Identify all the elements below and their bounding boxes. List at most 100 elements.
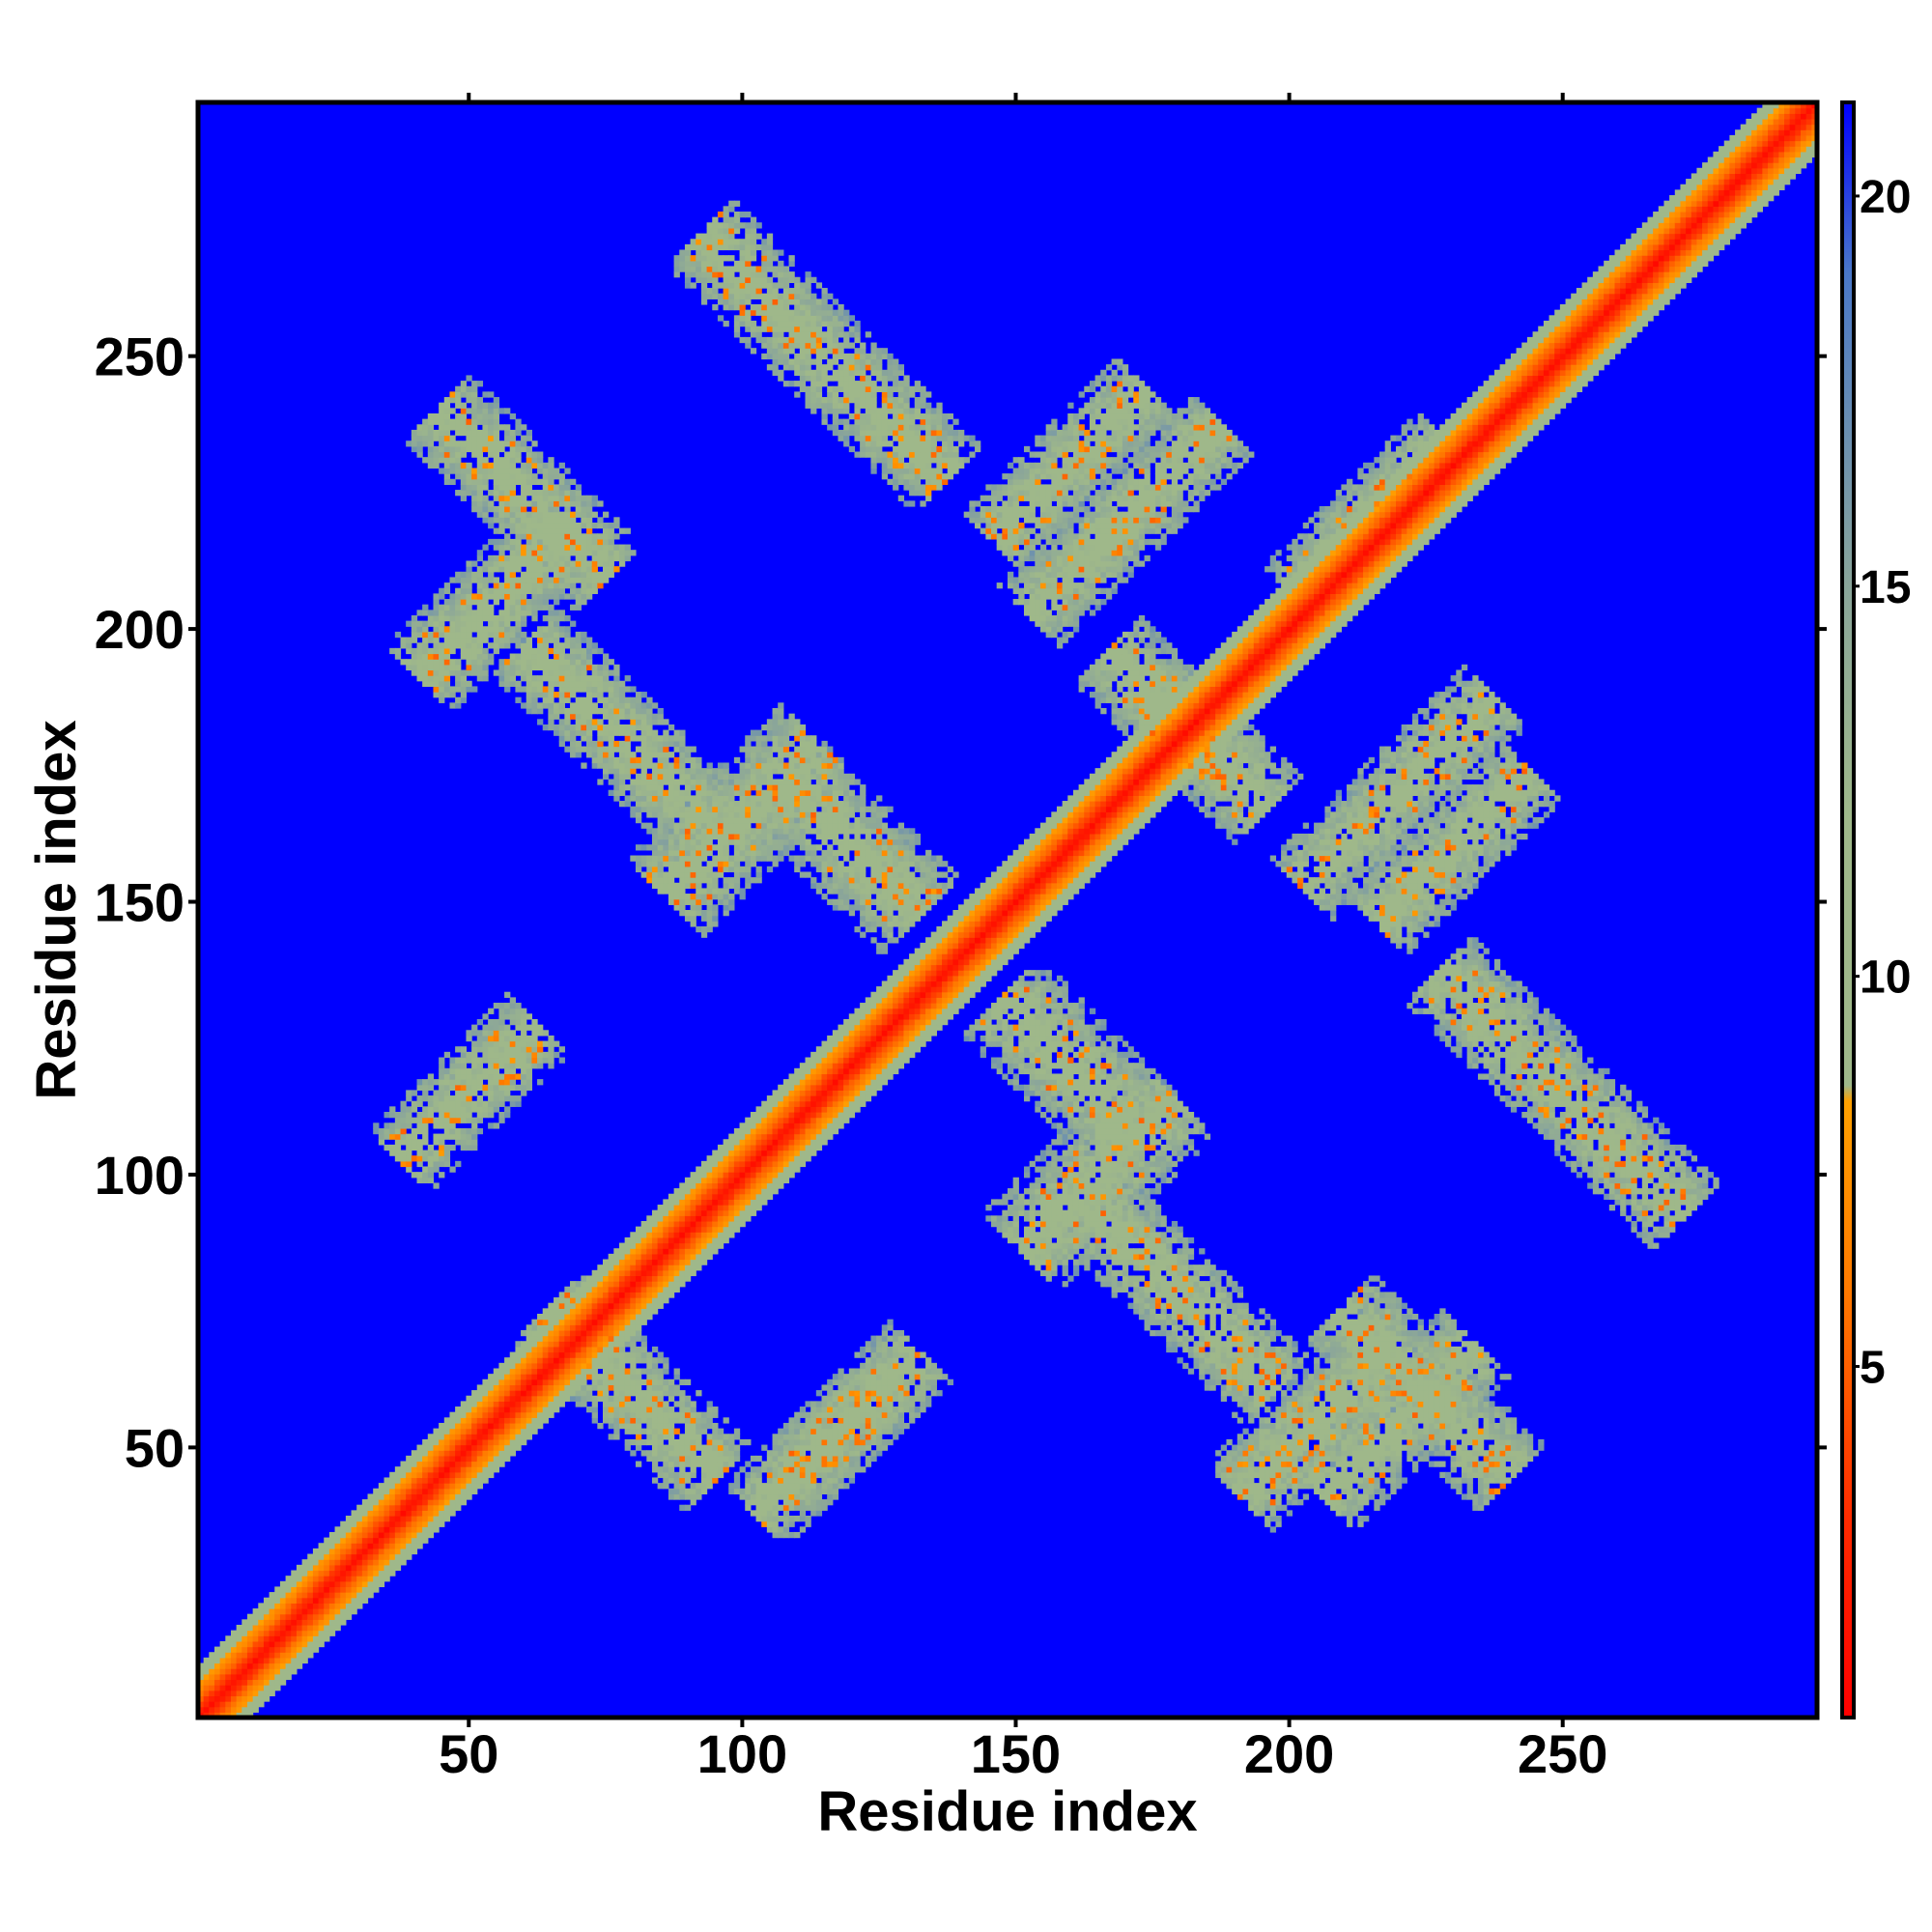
heatmap-cell [476, 582, 484, 589]
heatmap-cell [570, 566, 577, 573]
heatmap-cell [745, 1182, 752, 1189]
heatmap-cell [455, 412, 462, 420]
heatmap-cell [406, 1122, 412, 1129]
heatmap-cell [673, 1428, 680, 1435]
heatmap-cell [389, 1526, 396, 1533]
heatmap-cell [406, 1516, 412, 1522]
heatmap-cell [591, 522, 598, 529]
heatmap-cell [498, 1434, 505, 1440]
heatmap-cell [712, 801, 719, 808]
heatmap-cell [679, 833, 686, 840]
heatmap-cell [443, 462, 451, 469]
heatmap-cell [488, 1438, 495, 1446]
heatmap-cell [526, 582, 532, 589]
heatmap-cell [673, 1374, 680, 1380]
heatmap-cell [630, 702, 637, 709]
heatmap-cell [548, 1406, 554, 1413]
heatmap-cell [554, 593, 560, 600]
heatmap-cell [733, 200, 741, 207]
heatmap-cell [646, 696, 653, 703]
heatmap-cell [427, 1444, 435, 1451]
heatmap-cell [564, 593, 571, 600]
heatmap-cell [745, 801, 752, 808]
heatmap-cell [521, 686, 527, 693]
heatmap-cell [586, 752, 593, 758]
heatmap-cell [504, 468, 511, 474]
heatmap-cell [537, 1368, 544, 1375]
heatmap-cell [460, 402, 468, 409]
heatmap-cell [564, 729, 571, 736]
heatmap-cell [296, 1613, 303, 1620]
heatmap-cell [700, 915, 708, 922]
heatmap-cell [466, 1112, 472, 1119]
heatmap-cell [690, 266, 696, 272]
heatmap-cell [482, 1444, 489, 1451]
heatmap-cell [548, 1046, 554, 1053]
heatmap-cell [246, 1624, 254, 1632]
heatmap-cell [471, 1428, 478, 1435]
heatmap-cell [449, 1488, 456, 1495]
heatmap-cell [509, 1063, 516, 1069]
heatmap-cell [613, 1281, 620, 1288]
heatmap-cell [242, 1679, 248, 1686]
heatmap-cell [476, 468, 484, 474]
heatmap-cell [635, 861, 642, 867]
heatmap-cell [537, 1079, 544, 1086]
heatmap-cell [575, 544, 582, 551]
heatmap-cell [340, 1543, 347, 1549]
heatmap-cell [493, 637, 500, 643]
heatmap-cell [723, 1199, 729, 1206]
heatmap-cell [630, 1368, 637, 1375]
heatmap-cell [717, 1150, 724, 1156]
heatmap-cell [285, 1597, 292, 1604]
heatmap-cell [554, 1319, 560, 1325]
heatmap-cell [700, 1417, 708, 1424]
heatmap-cell [690, 1434, 696, 1440]
heatmap-cell [554, 1040, 560, 1047]
heatmap-cell [548, 527, 554, 534]
heatmap-cell [312, 1635, 320, 1642]
heatmap-cell [482, 1030, 489, 1037]
heatmap-cell [515, 1406, 522, 1413]
heatmap-cell [548, 1390, 554, 1397]
heatmap-cell [586, 1357, 593, 1364]
heatmap-cell [690, 1450, 696, 1457]
heatmap-cell [400, 1548, 407, 1555]
heatmap-cell [515, 1341, 522, 1348]
heatmap-cell [471, 1030, 478, 1037]
heatmap-cell [673, 1199, 680, 1206]
heatmap-cell [285, 1635, 292, 1642]
heatmap-cell [668, 1259, 675, 1265]
heatmap-cell [498, 614, 505, 622]
heatmap-cell [597, 1264, 604, 1271]
heatmap-cell [548, 659, 554, 666]
heatmap-cell [640, 713, 647, 720]
heatmap-cell [591, 1357, 598, 1364]
heatmap-cell [328, 1624, 336, 1632]
heatmap-cell [509, 1438, 516, 1446]
heatmap-cell [455, 686, 462, 693]
heatmap-cell [296, 1646, 303, 1653]
heatmap-cell [225, 1712, 232, 1718]
heatmap-cell [739, 309, 746, 316]
heatmap-cell [635, 1308, 642, 1315]
heatmap-cell [340, 1537, 347, 1544]
heatmap-cell [203, 1685, 210, 1691]
heatmap-cell [328, 1586, 336, 1593]
heatmap-cell [476, 500, 484, 507]
heatmap-cell [657, 1411, 664, 1418]
heatmap-cell [663, 855, 669, 862]
heatmap-cell [443, 1499, 451, 1506]
heatmap-cell [712, 833, 719, 840]
heatmap-cell [706, 1477, 713, 1484]
heatmap-cell [558, 593, 565, 600]
heatmap-cell [515, 1438, 522, 1446]
heatmap-cell [651, 1477, 659, 1484]
heatmap-cell [570, 587, 577, 594]
heatmap-cell [651, 1444, 659, 1451]
heatmap-cell [328, 1548, 336, 1555]
heatmap-cell [443, 1160, 451, 1168]
heatmap-cell [427, 1100, 435, 1107]
heatmap-cell [504, 511, 511, 518]
heatmap-cell [586, 593, 593, 600]
